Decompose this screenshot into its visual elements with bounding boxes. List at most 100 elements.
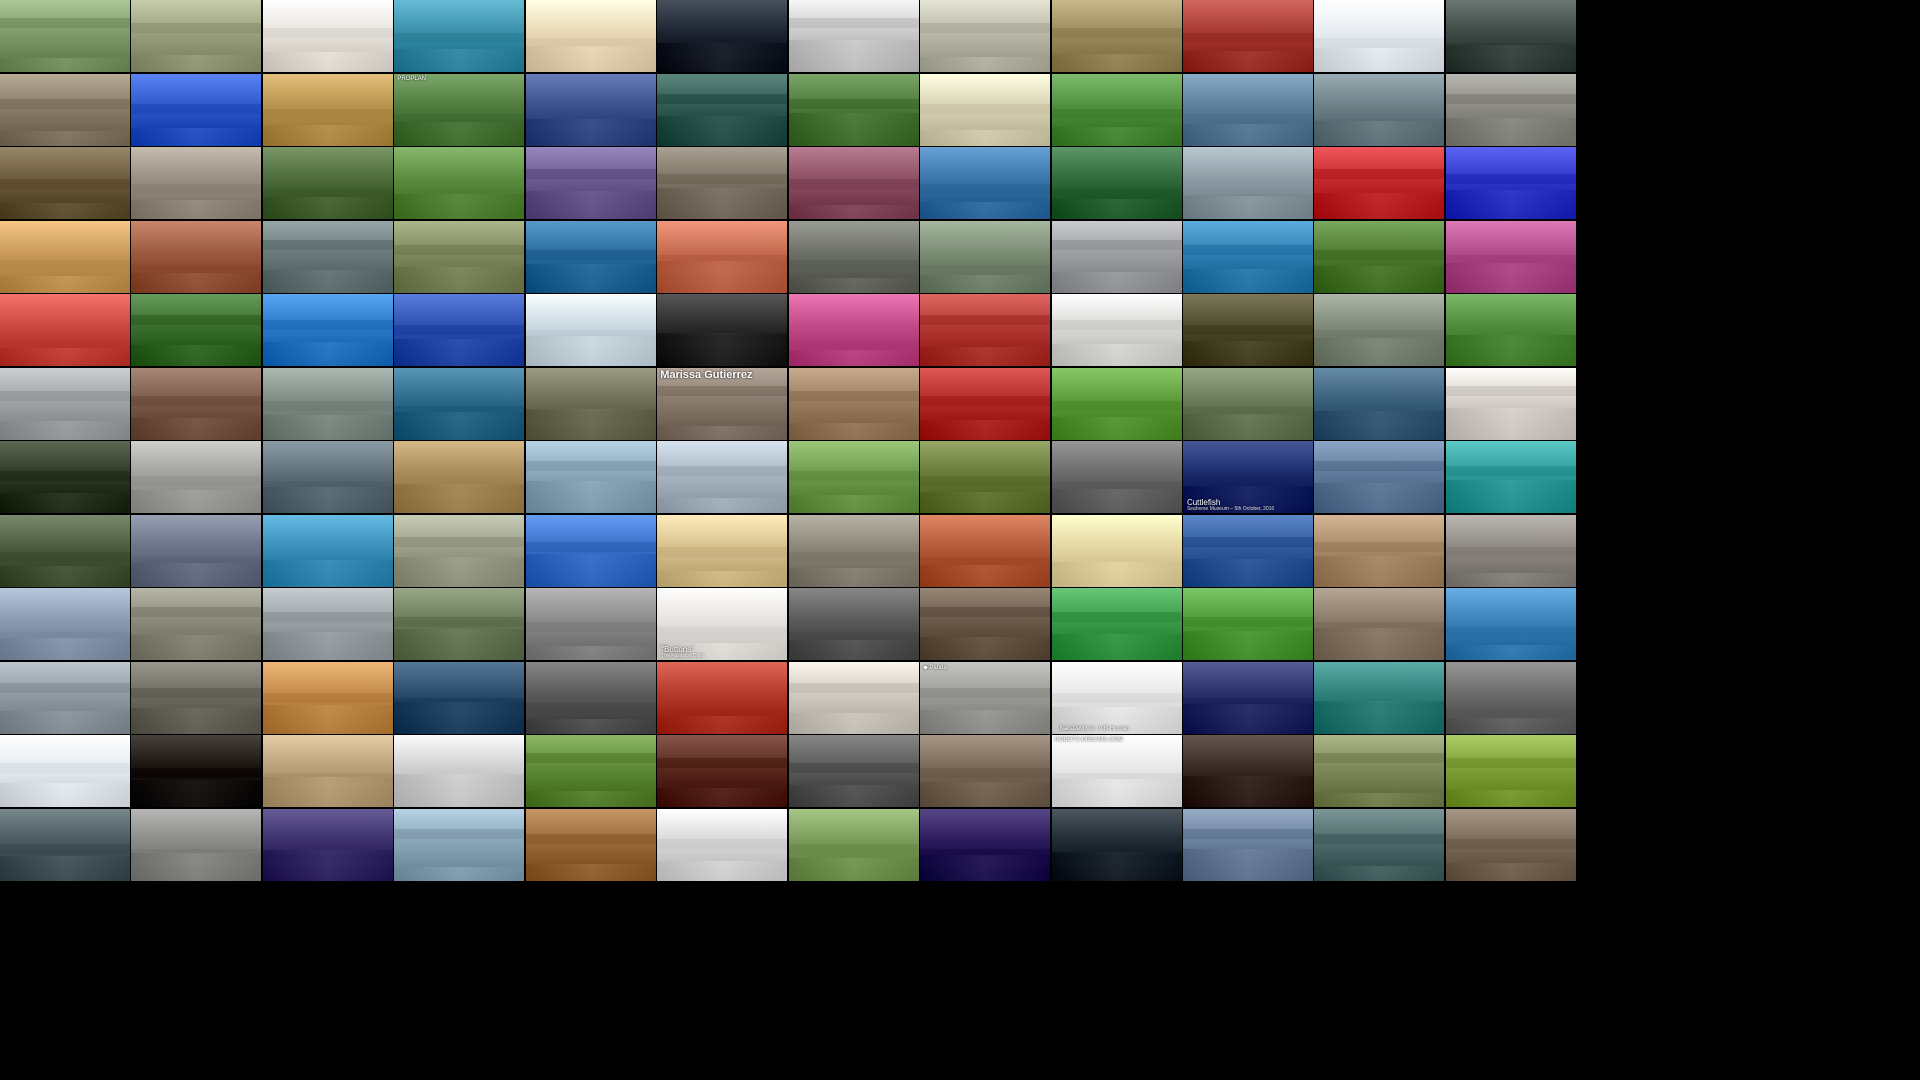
scene-foreground [394, 194, 525, 219]
scene-horizon [1445, 385, 1576, 396]
scene-foreground [920, 709, 1051, 734]
thumbnail-caption: Cuttlefish [1186, 498, 1221, 507]
video-thumbnail [131, 441, 262, 513]
video-thumbnail [131, 808, 262, 881]
scene-foreground [1051, 706, 1182, 734]
video-thumbnail [131, 0, 262, 72]
scene-foreground [262, 632, 393, 660]
scene-foreground [788, 422, 919, 440]
scene-foreground [1051, 489, 1182, 513]
scene-foreground [1314, 483, 1445, 513]
scene-foreground [1445, 572, 1576, 587]
video-thumbnail: Cuttlefish Seahorse Museum – 5th October,… [1182, 441, 1313, 513]
video-thumbnail [131, 661, 262, 734]
video-thumbnail [1314, 661, 1445, 734]
video-thumbnail [1314, 808, 1445, 881]
scene-horizon [920, 184, 1051, 194]
video-thumbnail [1314, 147, 1445, 219]
scene-horizon [0, 551, 130, 562]
video-thumbnail [131, 220, 262, 293]
scene-horizon [1445, 254, 1576, 265]
video-thumbnail: ◆ Panda [920, 661, 1051, 734]
video-thumbnail [131, 588, 262, 660]
scene-horizon [788, 340, 919, 350]
video-thumbnail [1445, 73, 1576, 146]
video-thumbnail [0, 661, 130, 734]
video-thumbnail [131, 367, 262, 440]
scene-horizon [920, 23, 1051, 33]
scene-horizon [131, 315, 262, 325]
thumbnail-caption: Nao-Devils 0 : 0 B-Human [1059, 725, 1130, 732]
scene-foreground [1051, 779, 1182, 807]
video-thumbnail [657, 0, 788, 72]
scene-horizon [1051, 612, 1182, 622]
scene-foreground [394, 774, 525, 807]
video-thumbnail [0, 0, 130, 72]
scene-foreground [788, 350, 919, 366]
scene-horizon [1445, 758, 1576, 768]
video-thumbnail [262, 661, 393, 734]
scene-foreground [0, 203, 130, 219]
scene-horizon [262, 612, 393, 622]
video-thumbnail [394, 367, 525, 440]
scene-horizon [1051, 400, 1182, 411]
scene-horizon [525, 330, 656, 340]
scene-foreground [788, 640, 919, 660]
video-thumbnail [0, 220, 130, 293]
scene-foreground [920, 637, 1051, 660]
video-thumbnail [1314, 0, 1445, 72]
scene-foreground [1445, 117, 1576, 146]
scene-horizon [657, 254, 788, 265]
video-thumbnail [262, 588, 393, 660]
video-thumbnail [525, 367, 656, 440]
scene-foreground [788, 567, 919, 587]
scene-foreground [262, 487, 393, 513]
scene-horizon [131, 687, 262, 698]
video-thumbnail [1314, 735, 1445, 807]
scene-horizon [1182, 33, 1313, 43]
scene-foreground [262, 414, 393, 440]
scene-horizon [131, 23, 262, 33]
scene-foreground [657, 43, 788, 72]
video-thumbnail [1445, 735, 1576, 807]
video-thumbnail [920, 367, 1051, 440]
scene-horizon [1314, 753, 1445, 763]
scene-foreground [262, 124, 393, 146]
video-thumbnail [262, 147, 393, 219]
video-thumbnail [920, 147, 1051, 219]
scene-foreground [394, 484, 525, 513]
scene-horizon [1314, 833, 1445, 844]
scene-horizon [1051, 189, 1182, 199]
video-thumbnail [262, 441, 393, 513]
scene-horizon [394, 536, 525, 547]
thumbnail-caption: Seahorse Museum – 5th October, 2016 [1186, 506, 1275, 512]
scene-horizon [788, 763, 919, 773]
scene-foreground [1445, 717, 1576, 734]
video-thumbnail: Marissa Gutierrez [657, 367, 788, 440]
scene-foreground [1445, 262, 1576, 293]
video-thumbnail [0, 808, 130, 881]
scene-horizon [788, 632, 919, 642]
scene-horizon [0, 18, 130, 28]
scene-horizon [0, 763, 130, 773]
scene-foreground [131, 562, 262, 587]
scene-horizon [920, 103, 1051, 114]
scene-horizon [920, 264, 1051, 275]
scene-foreground [788, 495, 919, 513]
thumbnail-caption: "Buttons" [661, 645, 694, 654]
video-thumbnail [1445, 147, 1576, 219]
scene-foreground [394, 121, 525, 146]
video-thumbnail [788, 514, 919, 587]
video-thumbnail [0, 294, 130, 366]
video-thumbnail [394, 147, 525, 219]
scene-horizon [0, 179, 130, 189]
video-thumbnail [1182, 294, 1313, 366]
scene-foreground [657, 860, 788, 881]
scene-foreground [1445, 645, 1576, 660]
scene-foreground [788, 112, 919, 146]
video-thumbnail: PROPLAN [394, 73, 525, 146]
scene-foreground [657, 115, 788, 146]
scene-foreground [1314, 193, 1445, 219]
scene-horizon [394, 325, 525, 335]
video-thumbnail [1314, 367, 1445, 440]
